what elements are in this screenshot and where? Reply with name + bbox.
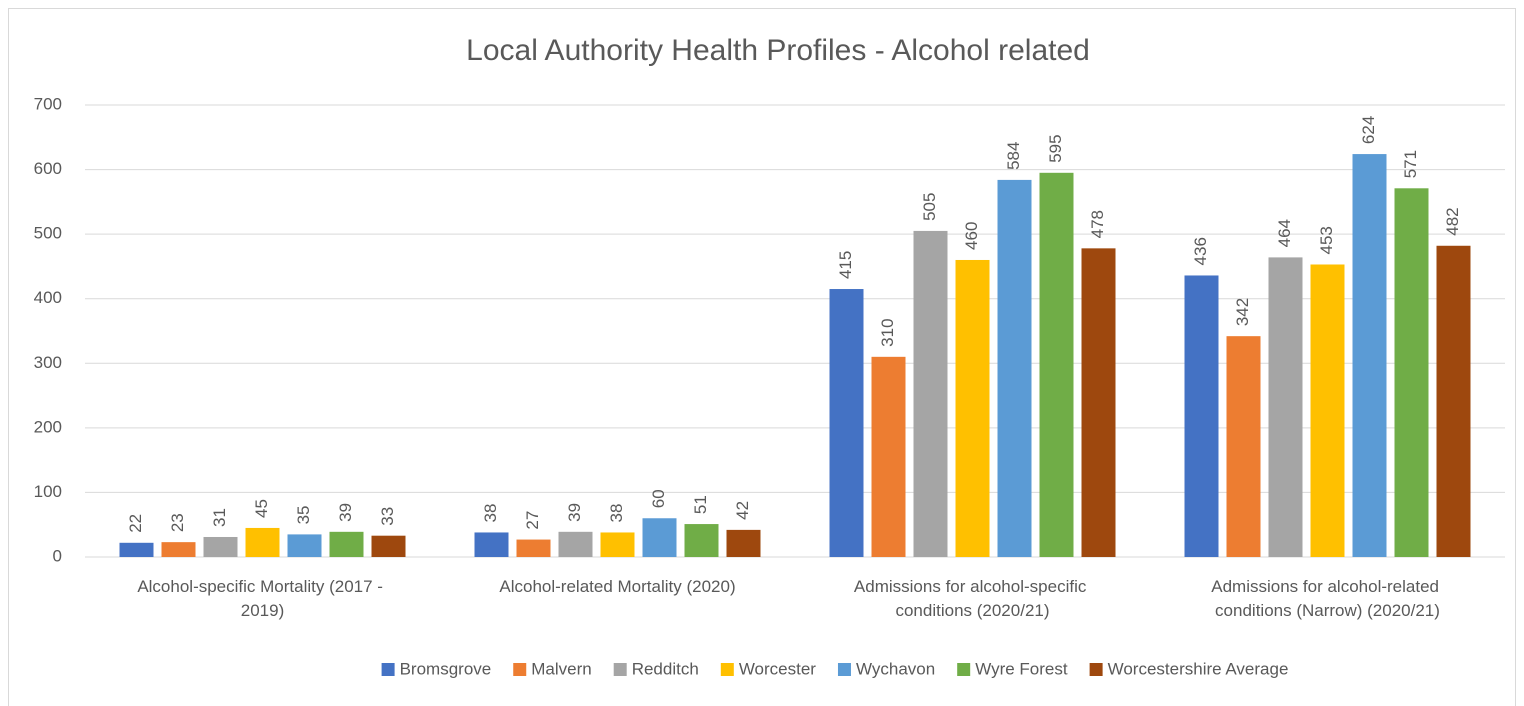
x-tick-label: Alcohol-related Mortality (2020) xyxy=(499,577,735,596)
bar xyxy=(1436,245,1471,557)
bar xyxy=(1081,248,1116,557)
data-label: 27 xyxy=(523,511,542,530)
bar xyxy=(203,536,238,557)
data-label: 460 xyxy=(962,222,981,250)
data-label: 45 xyxy=(252,499,271,518)
bar xyxy=(558,531,593,557)
bar xyxy=(287,534,322,557)
bar xyxy=(1394,188,1429,557)
data-label: 51 xyxy=(691,495,710,514)
data-label: 482 xyxy=(1443,207,1462,235)
bar xyxy=(516,539,551,557)
y-tick-label: 100 xyxy=(34,482,62,501)
bar xyxy=(1226,336,1261,557)
bar xyxy=(726,529,761,557)
bar xyxy=(371,535,406,557)
data-label: 39 xyxy=(336,503,355,522)
data-label: 39 xyxy=(565,503,584,522)
data-label: 342 xyxy=(1233,298,1252,326)
bar xyxy=(829,289,864,557)
x-tick-label: Admissions for alcohol-specific conditio… xyxy=(854,577,1091,620)
legend-swatch xyxy=(720,663,734,676)
legend-swatch xyxy=(1089,663,1103,676)
bar xyxy=(997,179,1032,557)
data-label: 38 xyxy=(607,504,626,523)
data-label: 505 xyxy=(920,193,939,221)
data-label: 453 xyxy=(1317,226,1336,254)
legend-label: Redditch xyxy=(632,659,699,678)
data-label: 624 xyxy=(1359,116,1378,144)
data-label: 584 xyxy=(1004,142,1023,170)
legend: Bromsgrove Malvern Redditch Worcester Wychav… xyxy=(381,659,1289,678)
bar xyxy=(684,524,719,557)
bar xyxy=(600,532,635,557)
y-tick-label: 300 xyxy=(34,353,62,372)
legend-swatch xyxy=(513,663,527,676)
data-label: 22 xyxy=(126,514,145,533)
legend-swatch xyxy=(837,663,851,676)
y-tick-label: 400 xyxy=(34,288,62,307)
y-tick-label: 200 xyxy=(34,417,62,436)
data-label: 464 xyxy=(1275,219,1294,247)
data-label: 436 xyxy=(1191,237,1210,265)
data-label: 42 xyxy=(733,501,752,520)
bar xyxy=(1352,154,1387,557)
x-tick-label: Alcohol-specific Mortality (2017 - 2019) xyxy=(137,577,387,620)
legend-swatch xyxy=(613,663,627,676)
bar xyxy=(119,542,154,557)
legend-label: Worcester xyxy=(739,659,816,678)
data-label: 310 xyxy=(878,318,897,346)
bar xyxy=(871,356,906,557)
data-label: 478 xyxy=(1088,210,1107,238)
legend-label: Wychavon xyxy=(856,659,935,678)
bar xyxy=(642,518,677,557)
legend-label: Wyre Forest xyxy=(975,659,1068,678)
bar xyxy=(329,531,364,557)
y-tick-label: 600 xyxy=(34,159,62,178)
data-label: 33 xyxy=(378,507,397,526)
data-label: 415 xyxy=(836,251,855,279)
data-label: 23 xyxy=(168,513,187,532)
y-tick-label: 0 xyxy=(53,546,62,565)
chart-title: Local Authority Health Profiles - Alcoho… xyxy=(466,34,1090,67)
bar xyxy=(161,542,196,557)
bar xyxy=(913,230,948,557)
bar xyxy=(474,532,509,557)
chart-border xyxy=(8,8,1516,706)
bar xyxy=(1310,264,1345,557)
x-tick-label: Admissions for alcohol-related condition… xyxy=(1211,577,1443,620)
data-label: 60 xyxy=(649,489,668,508)
legend-label: Worcestershire Average xyxy=(1108,659,1289,678)
y-tick-label: 700 xyxy=(34,94,62,113)
bar xyxy=(1268,257,1303,557)
bar xyxy=(955,259,990,557)
data-label: 571 xyxy=(1401,150,1420,178)
data-label: 31 xyxy=(210,508,229,527)
bar xyxy=(1184,275,1219,557)
y-tick-label: 500 xyxy=(34,224,62,243)
data-label: 35 xyxy=(294,505,313,524)
legend-label: Bromsgrove xyxy=(400,659,492,678)
bar xyxy=(1039,172,1074,558)
data-label: 38 xyxy=(481,504,500,523)
data-label: 595 xyxy=(1046,134,1065,162)
legend-swatch xyxy=(381,663,395,676)
legend-label: Malvern xyxy=(531,659,591,678)
bar xyxy=(245,527,280,557)
legend-swatch xyxy=(957,663,971,676)
